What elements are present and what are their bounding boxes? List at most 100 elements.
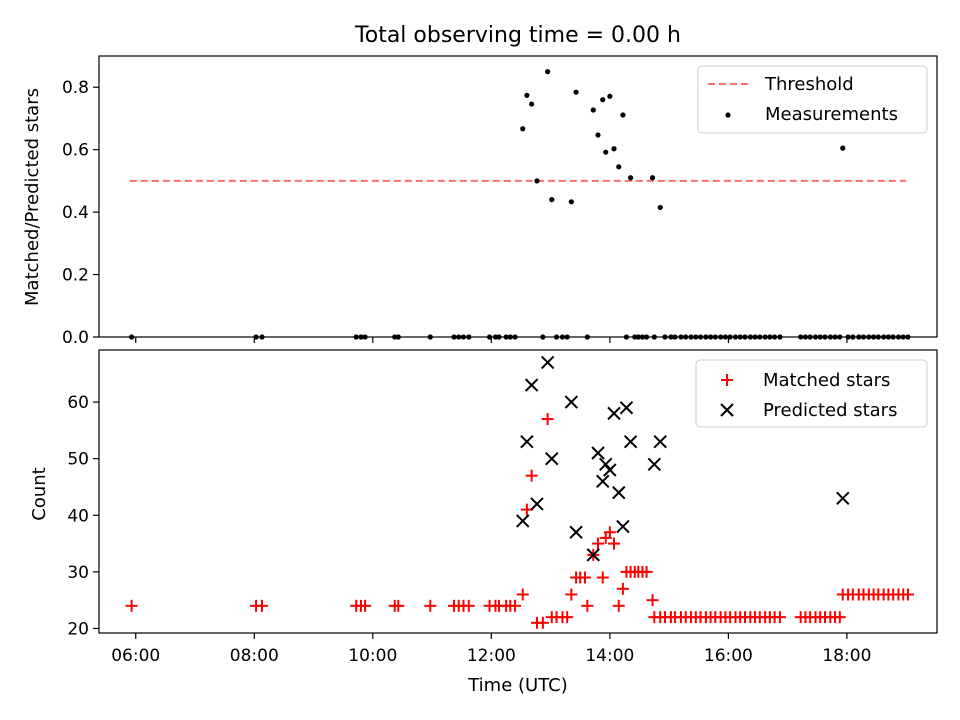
bottom-y-tick-label: 30 [67, 563, 89, 583]
matched-star-point [541, 413, 554, 426]
top-y-tick-label: 0.2 [62, 266, 89, 286]
bottom-x-tick-label: 16:00 [704, 646, 753, 666]
top-y-tick-label: 0.6 [62, 141, 89, 161]
measurement-point [590, 107, 596, 113]
predicted-star-point [540, 355, 555, 370]
predicted-star-point [599, 457, 613, 472]
matched-star-point [392, 599, 405, 612]
measurement-point [657, 204, 663, 211]
matched-star-point [516, 588, 529, 601]
top-plot-frame [98, 55, 938, 338]
matched-star-point [773, 611, 786, 624]
bottom-x-tick-label: 08:00 [230, 646, 279, 666]
matched-star-point [561, 611, 574, 624]
predicted-star-point [616, 519, 630, 534]
legend-threshold-label: Threshold [764, 74, 854, 95]
matched-star-point [536, 616, 549, 629]
top-chart-title: Total observing time = 0.00 h [354, 23, 681, 48]
top-legend-box [697, 65, 928, 134]
predicted-star-point [524, 378, 539, 392]
predicted-star-point [653, 434, 667, 449]
top-y-axis-label: Matched/Predicted stars [22, 88, 43, 306]
legend-matched-label: Matched stars [763, 370, 890, 391]
legend-measurements-swatch [725, 112, 731, 118]
measurement-point [534, 178, 540, 184]
measurement-point [603, 149, 609, 155]
bottom-y-ticks: 20 30 40 50 60 [67, 393, 99, 639]
bottom-x-axis-label: Time (UTC) [467, 675, 568, 696]
measurement-point [595, 132, 601, 138]
bottom-y-tick-label: 20 [67, 619, 89, 639]
predicted-star-point [647, 457, 662, 472]
bottom-panel: Count Time (UTC) 20 30 40 50 60 06:00 08:00 10… [29, 349, 938, 696]
matched-star-point [255, 599, 268, 612]
top-panel: Total observing time = 0.00 h Matched/Pr… [22, 23, 938, 348]
legend-matched-swatch [721, 374, 733, 386]
bottom-x-tick-label: 18:00 [822, 646, 871, 666]
predicted-star-point [612, 485, 626, 500]
matched-star-point [125, 599, 138, 612]
bottom-plot-marks [125, 355, 914, 629]
matched-star-point [640, 565, 653, 578]
matched-star-point [424, 599, 437, 612]
matched-star-point [596, 571, 609, 584]
measurement-point [524, 92, 530, 98]
predicted-star-point [564, 395, 579, 409]
top-y-tick-label: 0.8 [62, 78, 89, 98]
matched-star-point [462, 599, 475, 612]
matched-star-point [592, 537, 605, 550]
measurement-point [611, 146, 617, 152]
measurement-point [840, 145, 846, 151]
bottom-legend-box [695, 359, 928, 428]
predicted-star-point [520, 434, 534, 449]
matched-star-point [359, 599, 372, 612]
measurement-point [568, 199, 574, 205]
matched-star-point [833, 611, 846, 624]
predicted-star-point [569, 525, 583, 539]
legend-predicted-swatch [720, 403, 734, 417]
matched-star-point [901, 588, 914, 601]
predicted-star-point [516, 514, 530, 528]
measurement-point [600, 97, 606, 103]
legend-measurements-label: Measurements [765, 104, 898, 125]
top-y-tick-label: 0.4 [62, 203, 89, 223]
predicted-star-point [619, 401, 634, 415]
measurement-point [607, 93, 613, 99]
measurement-point [649, 175, 656, 181]
matched-star-point [608, 537, 621, 550]
predicted-star-point [586, 548, 600, 562]
bottom-x-tick-label: 10:00 [348, 646, 397, 666]
top-y-tick-label: 0.0 [62, 328, 89, 348]
matched-star-point [616, 582, 629, 595]
predicted-star-point [530, 497, 544, 511]
matched-star-point [581, 599, 594, 612]
bottom-y-axis-label: Count [29, 467, 50, 520]
bottom-x-ticks: 06:00 08:00 10:00 12:00 14:00 16:00 18:00 [111, 633, 871, 666]
matched-star-point [565, 588, 578, 601]
measurement-point [520, 126, 526, 132]
bottom-x-tick-label: 06:00 [111, 646, 160, 666]
matched-star-point [603, 526, 616, 539]
measurement-point [616, 164, 622, 170]
predicted-star-point [836, 491, 850, 505]
measurement-point [620, 112, 626, 118]
bottom-x-tick-label: 14:00 [585, 646, 634, 666]
measurement-point [628, 175, 634, 181]
matched-star-point [578, 571, 591, 584]
predicted-star-point [591, 446, 605, 460]
top-legend: Threshold Measurements [697, 65, 928, 134]
matched-star-point [646, 594, 659, 607]
measurement-point [549, 197, 555, 203]
bottom-y-tick-label: 50 [67, 450, 89, 470]
bottom-plot-frame [98, 349, 938, 634]
top-y-ticks: 0.0 0.2 0.4 0.6 0.8 [62, 78, 99, 348]
matched-star-point [612, 599, 625, 612]
predicted-star-point [607, 406, 621, 421]
predicted-star-point [603, 463, 617, 477]
predicted-star-point [623, 434, 638, 449]
bottom-y-tick-label: 40 [67, 506, 89, 526]
bottom-y-tick-label: 60 [67, 393, 89, 413]
matched-star-point [525, 469, 538, 482]
matched-star-point [509, 599, 522, 612]
